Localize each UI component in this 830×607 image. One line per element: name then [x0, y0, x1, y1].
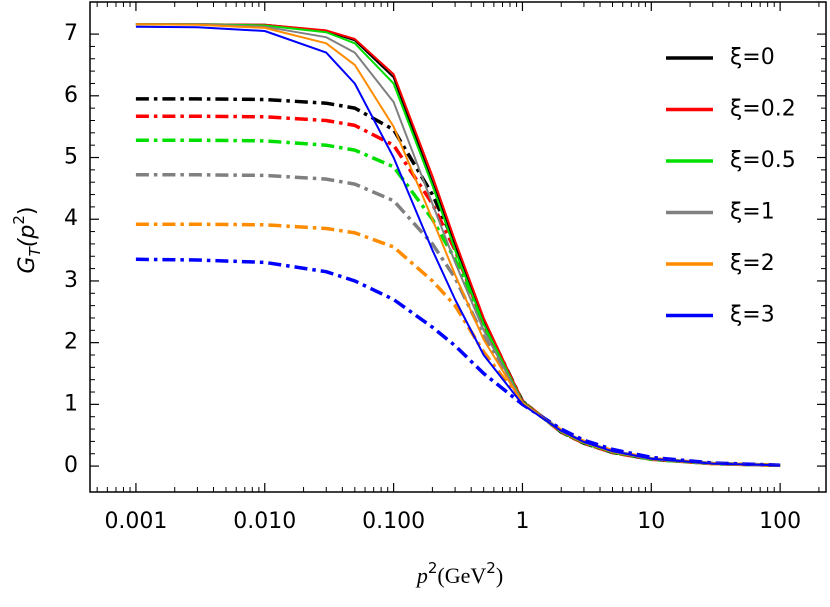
plot-frame: [89, 1, 827, 493]
x-label-part: ): [496, 563, 503, 588]
y-label-part: (p: [15, 225, 40, 248]
x-label-part: (GeV: [437, 563, 486, 588]
x-tick-label: 100: [759, 509, 801, 534]
line: [135, 23, 781, 467]
legend-label: ξ=2: [730, 251, 775, 276]
x-axis-label: p2(GeV2): [415, 559, 503, 589]
x-tick-label: 0.010: [233, 509, 296, 534]
y-tick-label: 1: [64, 391, 78, 416]
x-tick-label: 1: [515, 509, 529, 534]
x-label-part: 2: [428, 559, 438, 577]
x-tick-label: 0.001: [104, 509, 167, 534]
x-label-part: p: [415, 563, 428, 588]
line: [135, 23, 781, 467]
legend-label: ξ=0.5: [730, 148, 796, 173]
y-tick-label: 4: [64, 206, 78, 231]
legend-label: ξ=0: [730, 45, 775, 70]
dash-dot-line: [135, 114, 781, 468]
y-tick-label: 2: [64, 330, 78, 355]
y-label-part: ): [15, 207, 40, 216]
y-tick-label: 7: [64, 21, 78, 46]
x-tick-label: 10: [637, 509, 665, 534]
y-label-part: T: [26, 245, 44, 256]
x-tick-label: 0.100: [362, 509, 425, 534]
y-label-part: G: [15, 256, 40, 273]
dash-dot-line: [135, 257, 781, 467]
y-tick-label: 5: [64, 145, 78, 170]
y-label-part: 2: [10, 215, 28, 225]
legend-label: ξ=3: [730, 303, 775, 328]
line: [135, 23, 781, 467]
legend-label: ξ=1: [730, 200, 775, 225]
dash-dot-line: [135, 138, 781, 468]
y-tick-label: 3: [64, 268, 78, 293]
legend-label: ξ=0.2: [730, 97, 796, 122]
line: [135, 25, 781, 467]
y-axis-label: GT(p2): [10, 207, 44, 274]
y-tick-label: 6: [64, 83, 78, 108]
line: [135, 23, 781, 467]
dash-dot-line: [135, 173, 781, 468]
y-tick-label: 0: [64, 453, 78, 478]
x-label-part: 2: [486, 559, 496, 577]
line: [135, 23, 781, 467]
